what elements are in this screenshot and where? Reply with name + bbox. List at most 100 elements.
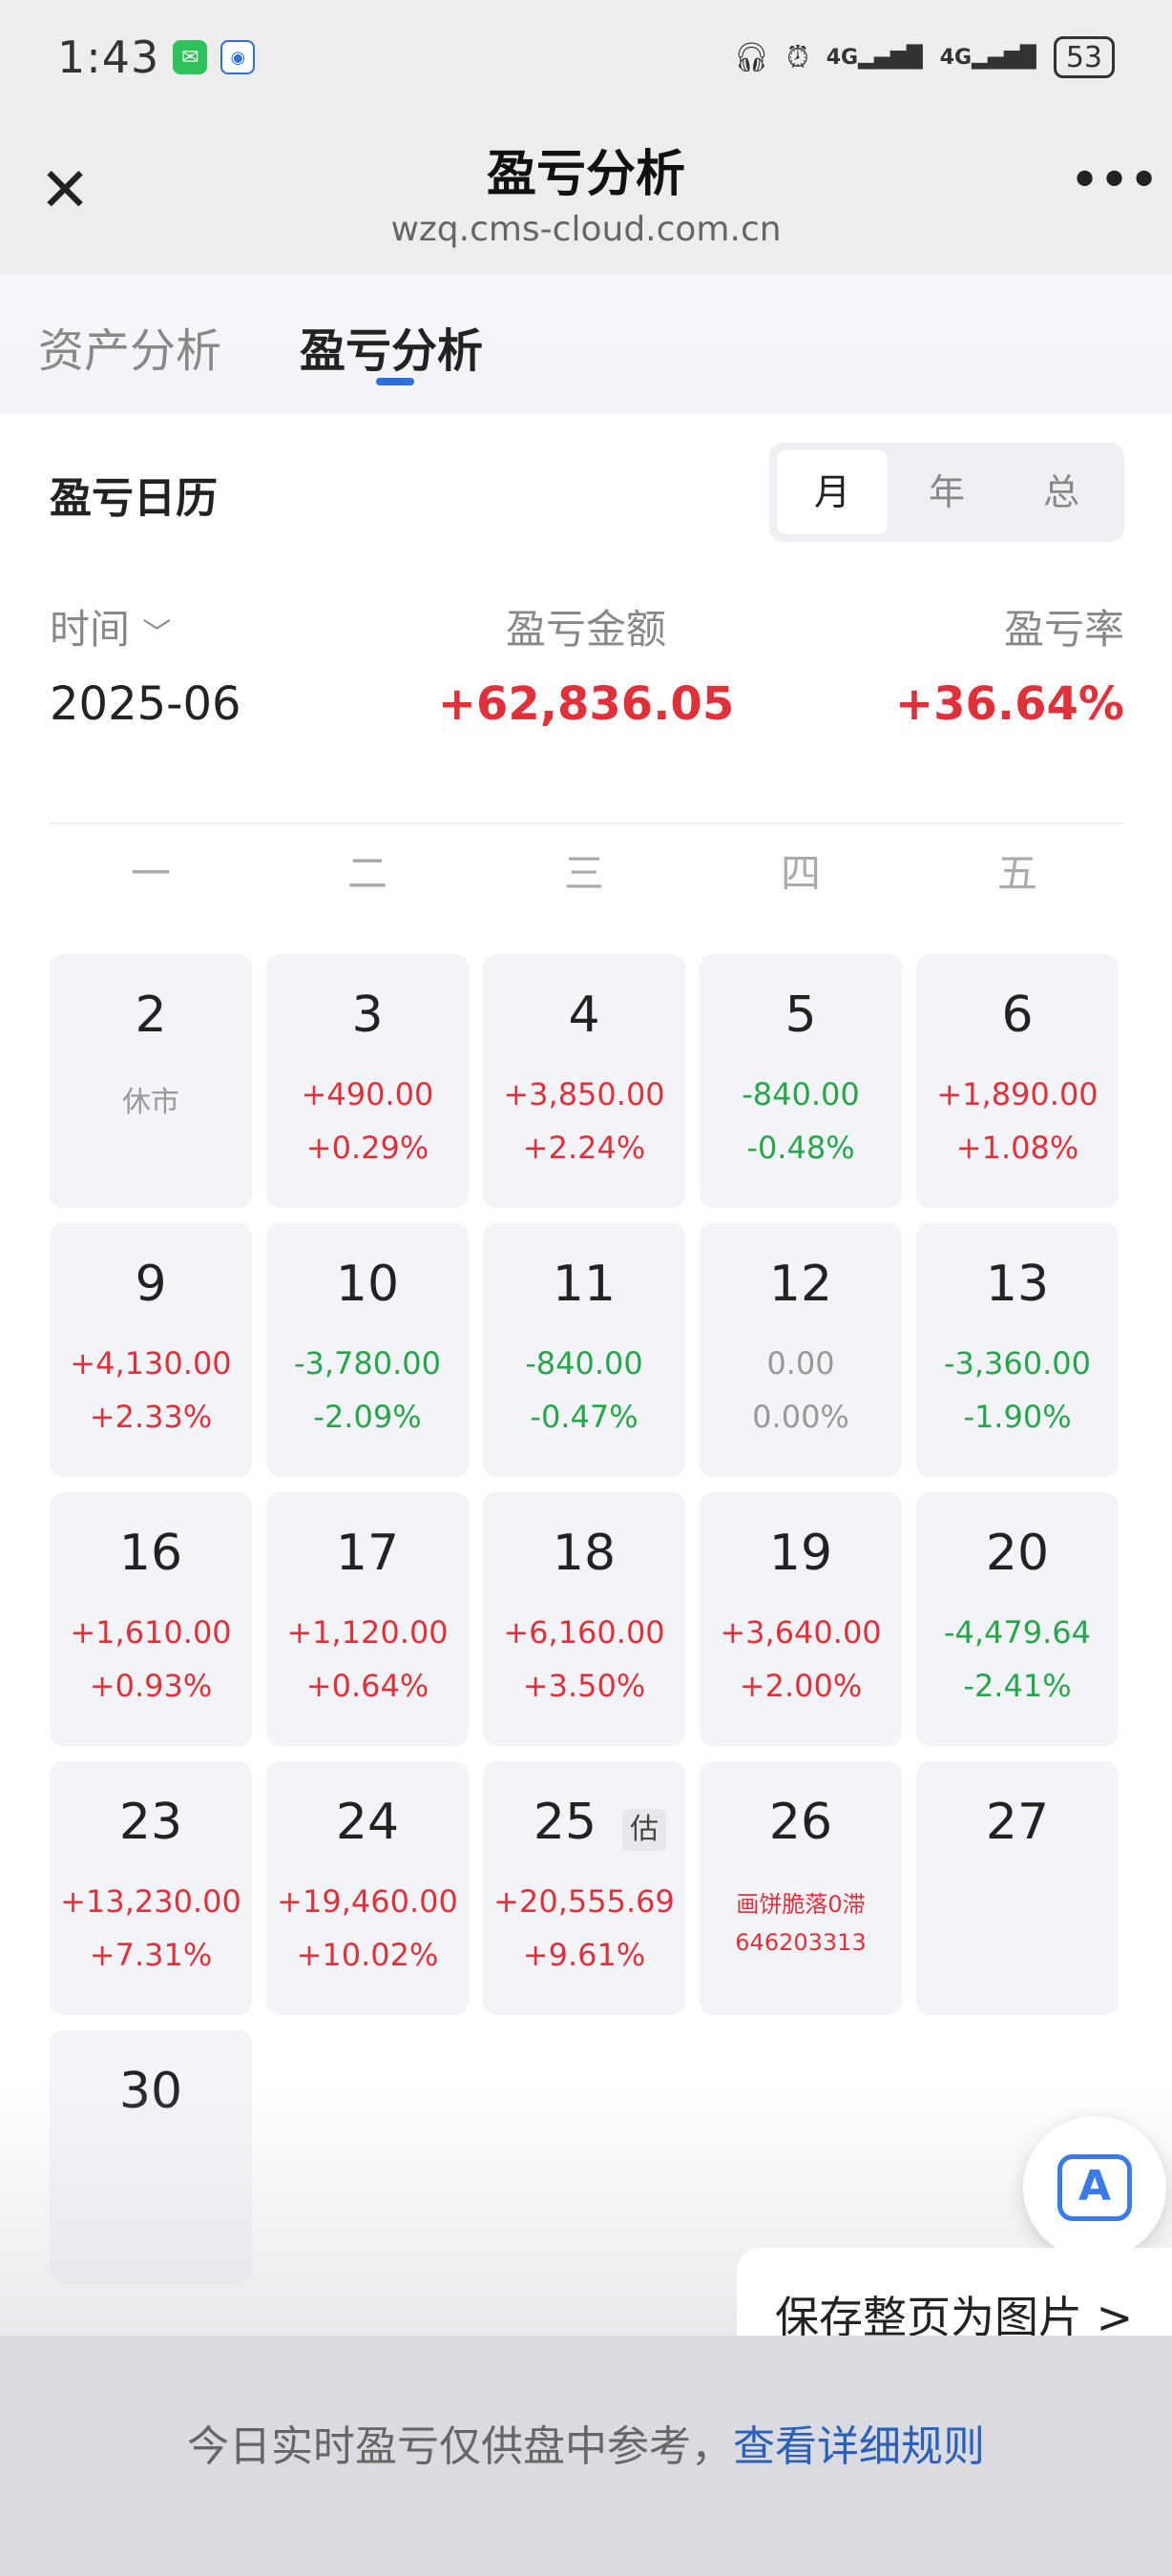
more-options-icon[interactable]: ••• xyxy=(1069,150,1160,212)
calendar-day-cell[interactable]: 20 -4,479.64 -2.41% xyxy=(916,1492,1119,1746)
amount-label: 盈亏金额 xyxy=(505,606,666,653)
day-number: 13 xyxy=(985,1256,1050,1313)
day-number: 24 xyxy=(335,1794,400,1851)
calendar-day-cell[interactable]: 27 xyxy=(916,1761,1119,2015)
day-number: 9 xyxy=(135,1256,167,1313)
day-pnl-amount: +1,610.00 xyxy=(70,1614,232,1651)
day-pnl-amount: +4,130.00 xyxy=(70,1345,232,1381)
calendar-day-cell[interactable]: 4 +3,850.00 +2.24% xyxy=(483,954,685,1208)
battery-icon: 53 xyxy=(1053,36,1115,78)
calendar-day-cell[interactable]: 23 +13,230.00 +7.31% xyxy=(50,1761,252,2015)
alarm-icon: ⏰︎ xyxy=(786,40,809,74)
calendar-day-cell[interactable]: 26 画饼脆落0滞 646203313 xyxy=(700,1761,902,2015)
day-number: 4 xyxy=(568,987,600,1044)
calendar-day-cell[interactable]: 6 +1,890.00 +1.08% xyxy=(916,954,1119,1208)
calendar-day-cell[interactable]: 18 +6,160.00 +3.50% xyxy=(483,1492,685,1746)
day-pnl-rate: +10.02% xyxy=(296,1937,439,1973)
market-closed-note: 休市 xyxy=(122,1086,179,1119)
calendar-day-cell[interactable]: 16 +1,610.00 +0.93% xyxy=(50,1492,252,1746)
day-pnl-rate: +3.50% xyxy=(522,1668,646,1704)
day-pnl-amount: +20,555.69 xyxy=(493,1883,675,1920)
rate-label: 盈亏率 xyxy=(1003,606,1124,653)
day-number: 10 xyxy=(335,1256,400,1313)
total-rate-value: +36.64% xyxy=(894,677,1124,731)
day-pnl-rate: -2.09% xyxy=(313,1399,422,1435)
period-month-button[interactable]: 月 xyxy=(777,450,888,534)
view-rules-link[interactable]: 查看详细规则 xyxy=(733,2422,985,2471)
divider xyxy=(50,822,1124,824)
watermark-number: 646203313 xyxy=(735,1929,867,1956)
day-pnl-rate: +0.29% xyxy=(305,1130,429,1166)
time-value: 2025-06 xyxy=(50,677,241,731)
weekday-label: 二 xyxy=(346,850,387,897)
weekday-label: 三 xyxy=(563,850,604,897)
day-pnl-rate: +1.08% xyxy=(955,1130,1079,1166)
day-number: 19 xyxy=(768,1525,833,1582)
day-number: 27 xyxy=(985,1794,1050,1851)
network-label-1: 4G xyxy=(826,45,859,70)
day-number: 25 xyxy=(533,1794,597,1851)
calendar-day-cell[interactable]: 24 +19,460.00 +10.02% xyxy=(266,1761,469,2015)
battery-level: 53 xyxy=(1065,40,1102,74)
day-number: 20 xyxy=(985,1525,1050,1582)
headphones-icon: 🎧︎ xyxy=(733,40,770,74)
day-pnl-amount: -3,360.00 xyxy=(943,1345,1092,1381)
day-pnl-rate: +2.00% xyxy=(739,1668,863,1704)
day-pnl-rate: +0.93% xyxy=(89,1668,213,1704)
day-pnl-rate: -1.90% xyxy=(963,1399,1072,1435)
period-selector: 月 年 总 xyxy=(769,443,1124,542)
scan-text-icon: A xyxy=(1057,2154,1132,2221)
scan-text-button[interactable]: A xyxy=(1023,2116,1166,2259)
day-pnl-amount: +3,640.00 xyxy=(720,1614,882,1651)
day-number: 12 xyxy=(768,1256,833,1313)
calendar-day-cell[interactable]: 3 +490.00 +0.29% xyxy=(266,954,469,1208)
period-total-button[interactable]: 总 xyxy=(1042,471,1079,513)
day-number: 6 xyxy=(1001,987,1034,1044)
calendar-day-cell[interactable]: 9 +4,130.00 +2.33% xyxy=(50,1223,252,1477)
calendar-day-cell[interactable]: 5 -840.00 -0.48% xyxy=(700,954,902,1208)
day-pnl-amount: -840.00 xyxy=(742,1076,860,1112)
calendar-day-cell[interactable]: 19 +3,640.00 +2.00% xyxy=(700,1492,902,1746)
tab-bar: 资产分析 盈亏分析 xyxy=(0,275,1172,414)
day-number: 5 xyxy=(785,987,817,1044)
calendar-day-cell[interactable]: 2 休市 xyxy=(50,954,252,1208)
estimate-badge: 估 xyxy=(622,1809,666,1851)
day-pnl-amount: -3,780.00 xyxy=(293,1345,442,1381)
day-pnl-rate: +2.24% xyxy=(522,1130,646,1166)
signal-icon-1: 4G▂▄▆█ xyxy=(826,45,923,70)
calendar-day-cell[interactable]: 25 估 +20,555.69 +9.61% xyxy=(483,1761,685,2015)
calendar-day-cell[interactable]: 13 -3,360.00 -1.90% xyxy=(916,1223,1119,1477)
calendar-day-cell[interactable]: 11 -840.00 -0.47% xyxy=(483,1223,685,1477)
calendar-day-cell[interactable]: 10 -3,780.00 -2.09% xyxy=(266,1223,469,1477)
status-time: 1:43 xyxy=(57,31,160,83)
day-pnl-rate: -0.48% xyxy=(746,1130,855,1166)
day-pnl-amount: +19,460.00 xyxy=(277,1883,458,1920)
browser-titlebar: ✕ 盈亏分析 wzq.cms-cloud.com.cn ••• xyxy=(0,114,1172,275)
day-number: 3 xyxy=(351,987,384,1044)
day-number: 16 xyxy=(118,1525,183,1582)
tab-asset-analysis[interactable]: 资产分析 xyxy=(38,324,222,378)
tab-pnl-analysis[interactable]: 盈亏分析 xyxy=(300,324,484,378)
day-pnl-rate: -0.47% xyxy=(530,1399,638,1435)
watermark-text: 画饼脆落0滞 xyxy=(736,1891,866,1918)
calendar-day-cell[interactable]: 17 +1,120.00 +0.64% xyxy=(266,1492,469,1746)
weekday-label: 五 xyxy=(996,850,1037,897)
time-filter[interactable]: 时间 ﹀ xyxy=(50,597,171,655)
period-year-button[interactable]: 年 xyxy=(928,471,965,513)
page-title: 盈亏分析 xyxy=(486,146,685,203)
day-number: 26 xyxy=(768,1794,833,1851)
footer-text: 今日实时盈亏仅供盘中参考， xyxy=(187,2422,733,2471)
day-pnl-rate: +7.31% xyxy=(89,1937,213,1973)
day-pnl-rate: +0.64% xyxy=(305,1668,429,1704)
weekday-label: 四 xyxy=(780,850,821,897)
day-pnl-rate: 0.00% xyxy=(752,1399,849,1435)
close-icon[interactable]: ✕ xyxy=(39,156,91,226)
time-label: 时间 xyxy=(50,606,131,653)
total-amount-value: +62,836.05 xyxy=(437,677,735,731)
pnl-calendar-title: 盈亏日历 xyxy=(50,474,218,523)
day-pnl-amount: +1,890.00 xyxy=(936,1076,1099,1112)
active-tab-indicator xyxy=(376,378,414,385)
app-store-icon: ◉ xyxy=(220,40,256,74)
wechat-icon: ✉ xyxy=(173,40,208,74)
calendar-day-cell[interactable]: 12 0.00 0.00% xyxy=(700,1223,902,1477)
